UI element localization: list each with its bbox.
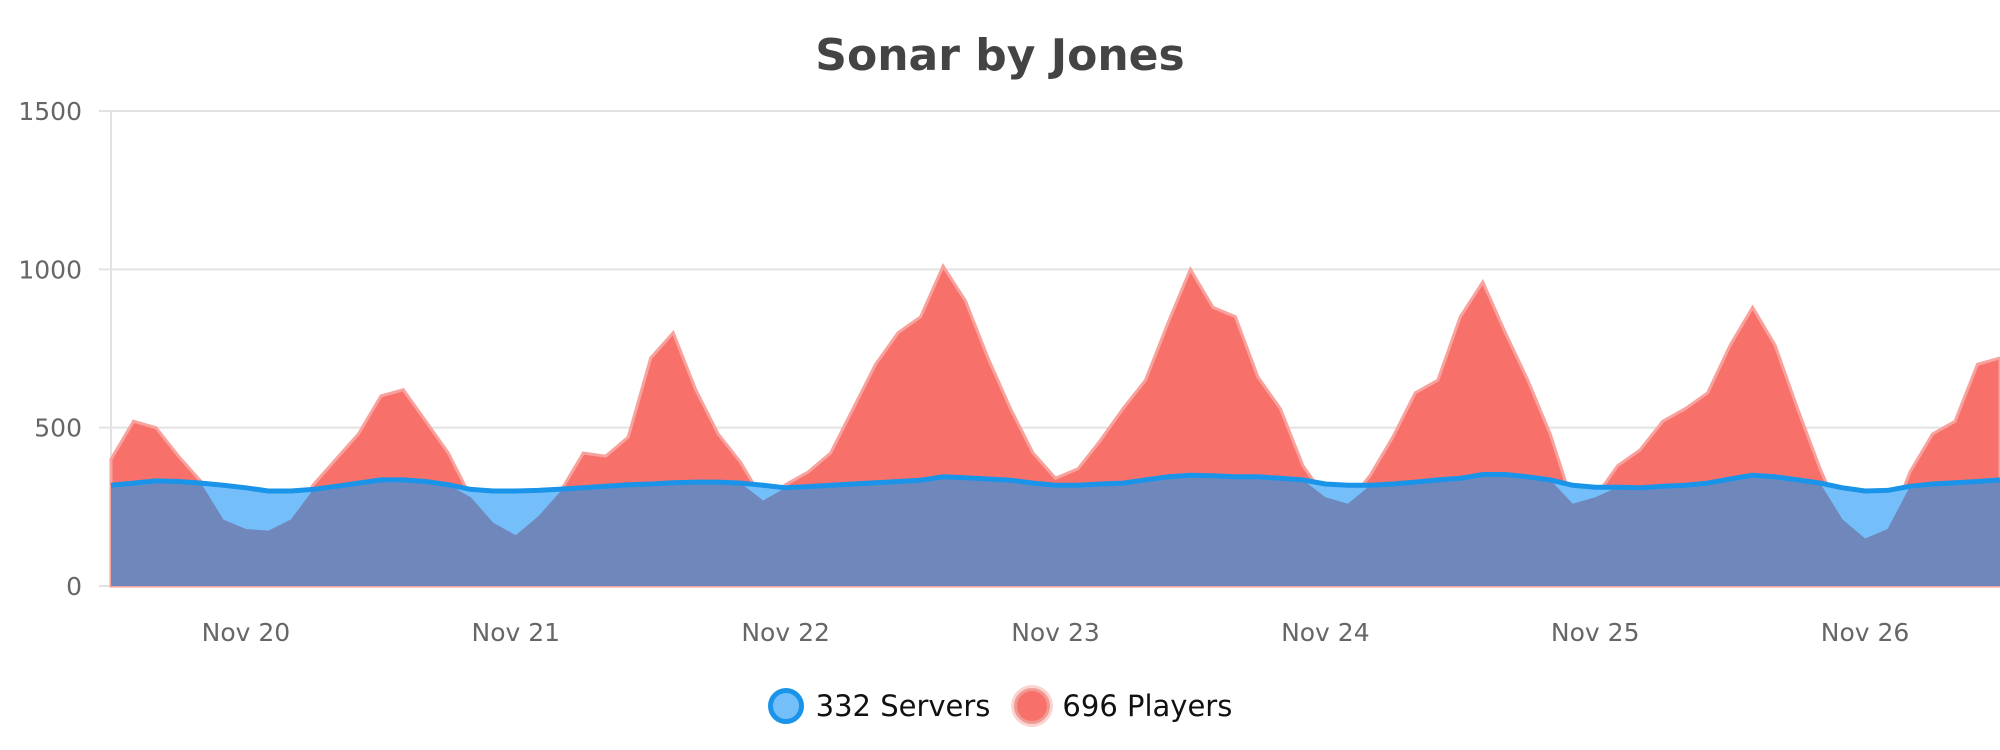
x-tick-label: Nov 22 bbox=[741, 618, 830, 647]
legend-item-servers[interactable]: 332 Servers bbox=[767, 688, 991, 724]
y-axis: 0 500 1000 1500 bbox=[18, 97, 82, 601]
servers-legend-swatch bbox=[767, 688, 804, 724]
x-tick-label: Nov 23 bbox=[1011, 618, 1100, 647]
players-legend-label: 696 Players bbox=[1062, 689, 1233, 723]
servers-legend-label: 332 Servers bbox=[815, 689, 991, 723]
x-tick-label: Nov 20 bbox=[202, 618, 291, 647]
legend: 332 Servers 696 Players bbox=[0, 688, 2000, 724]
x-tick-label: Nov 26 bbox=[1821, 618, 1910, 647]
overlap-area bbox=[111, 474, 2000, 586]
x-tick-label: Nov 24 bbox=[1281, 618, 1370, 647]
x-axis: Nov 20 Nov 21 Nov 22 Nov 23 Nov 24 Nov 25 Nov … bbox=[202, 618, 1910, 647]
legend-item-players[interactable]: 696 Players bbox=[1014, 688, 1232, 724]
x-tick-label: Nov 21 bbox=[472, 618, 561, 647]
players-legend-swatch bbox=[1014, 688, 1051, 724]
chart-title: Sonar by Jones bbox=[815, 30, 1184, 81]
y-tick-label: 500 bbox=[34, 414, 82, 443]
y-tick-label: 1500 bbox=[18, 97, 82, 126]
y-tick-label: 1000 bbox=[18, 255, 82, 284]
plot-area bbox=[109, 263, 2000, 588]
servers-line bbox=[110, 472, 2000, 494]
x-tick-label: Nov 25 bbox=[1551, 618, 1640, 647]
y-tick-label: 0 bbox=[66, 572, 82, 601]
